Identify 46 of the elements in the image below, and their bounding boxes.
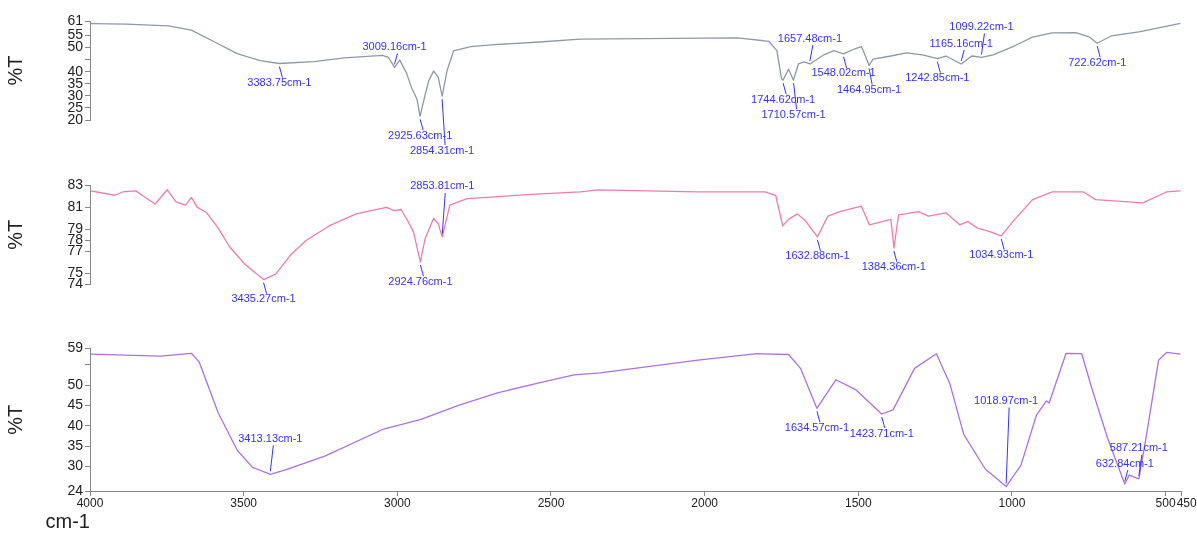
y-axis-title: %T bbox=[3, 55, 26, 86]
y-tick-label: 24 bbox=[67, 481, 84, 498]
annotation: 1018.97cm-1 bbox=[974, 394, 1039, 407]
annotation: 1634.57cm-1 bbox=[784, 420, 850, 433]
y-tick-label: 45 bbox=[67, 396, 84, 413]
annotation: 1548.02cm-1 bbox=[811, 66, 876, 79]
x-tick-label: 500 bbox=[1155, 496, 1176, 511]
annotation: 1657.48cm-1 bbox=[777, 31, 843, 44]
x-tick-label: 1000 bbox=[998, 496, 1026, 511]
annotation: 3413.13cm-1 bbox=[238, 431, 303, 444]
annotation: 1242.85cm-1 bbox=[905, 71, 970, 84]
annotation: 2924.76cm-1 bbox=[388, 274, 453, 287]
x-axis-title: cm-1 bbox=[45, 509, 90, 532]
x-tick-label: 2500 bbox=[537, 496, 565, 511]
annotation: 3435.27cm-1 bbox=[231, 292, 296, 305]
annotation: 1034.93cm-1 bbox=[969, 248, 1034, 261]
y-tick-label: 50 bbox=[67, 38, 84, 55]
x-tick-label: 4000 bbox=[76, 496, 104, 511]
annotation: 722.62cm-1 bbox=[1068, 55, 1127, 68]
annotation: 1099.22cm-1 bbox=[949, 19, 1014, 32]
x-tick-label: 450 bbox=[1176, 496, 1197, 511]
annotation: 1384.36cm-1 bbox=[861, 260, 926, 273]
annotation: 3009.16cm-1 bbox=[362, 39, 427, 52]
annotation: 1423.71cm-1 bbox=[849, 426, 914, 439]
y-tick-label: 59 bbox=[67, 339, 84, 356]
y-tick-label: 35 bbox=[67, 437, 84, 454]
y-tick-label: 40 bbox=[67, 416, 84, 433]
annotation: 1165.16cm-1 bbox=[929, 36, 993, 49]
y-tick-label: 50 bbox=[67, 375, 84, 392]
y-tick-label: 81 bbox=[67, 198, 84, 215]
annotation: 1710.57cm-1 bbox=[761, 107, 826, 120]
y-tick-label: 83 bbox=[67, 176, 84, 193]
annotation: 1632.88cm-1 bbox=[785, 249, 850, 262]
y-axis-title: %T bbox=[3, 219, 26, 250]
x-tick-label: 3000 bbox=[383, 496, 411, 511]
x-tick-label: 3500 bbox=[230, 496, 258, 511]
annotation: 2854.31cm-1 bbox=[409, 143, 475, 156]
annotation: 3383.75cm-1 bbox=[247, 76, 312, 89]
y-tick-label: 40 bbox=[67, 62, 84, 79]
x-tick-label: 1500 bbox=[844, 496, 872, 511]
annotation: 1464.95cm-1 bbox=[836, 82, 902, 95]
y-tick-label: 61 bbox=[67, 11, 84, 28]
y-axis-title: %T bbox=[3, 404, 26, 435]
annotation: 2853.81cm-1 bbox=[410, 179, 475, 192]
x-tick-label: 2000 bbox=[691, 496, 719, 511]
y-tick-label: 30 bbox=[67, 457, 84, 474]
